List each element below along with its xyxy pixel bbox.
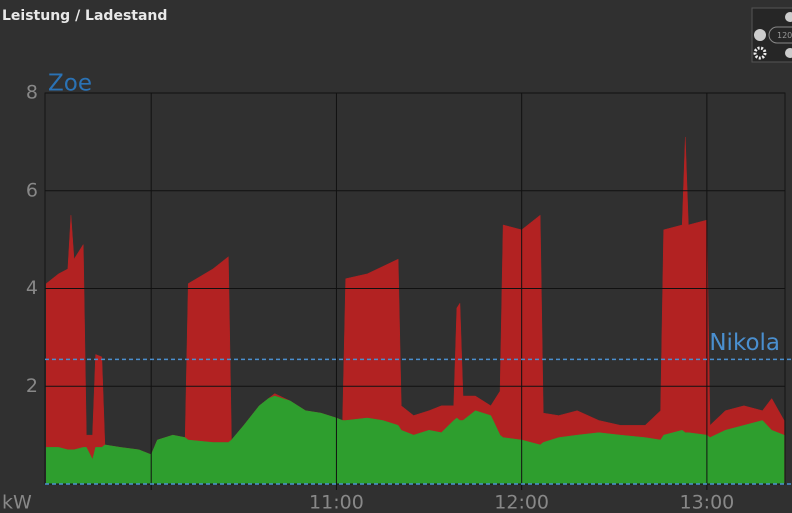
- settings-icon[interactable]: [753, 46, 767, 60]
- annotation: Zoe: [48, 71, 92, 97]
- y-tick-label: 2: [26, 375, 38, 397]
- y-axis-label: kW: [2, 492, 32, 513]
- prev-button[interactable]: [754, 29, 766, 41]
- area: [45, 395, 785, 485]
- y-tick-label: 8: [26, 82, 38, 104]
- control-icon[interactable]: [785, 48, 792, 58]
- zoom-box[interactable]: [768, 26, 792, 44]
- y-tick-label: 4: [26, 277, 38, 299]
- x-tick-label: 12:00: [494, 492, 549, 513]
- controls: 120: [751, 7, 792, 63]
- reference-label: Nikola: [709, 330, 780, 356]
- area: [45, 136, 785, 485]
- control-icon[interactable]: [785, 12, 792, 22]
- x-tick-label: 13:00: [680, 492, 735, 513]
- x-tick-label: 11:00: [309, 492, 364, 513]
- zoom-value: 120: [777, 31, 792, 40]
- chart-title: Leistung / Ladestand: [2, 8, 167, 24]
- y-tick-label: 6: [26, 179, 38, 201]
